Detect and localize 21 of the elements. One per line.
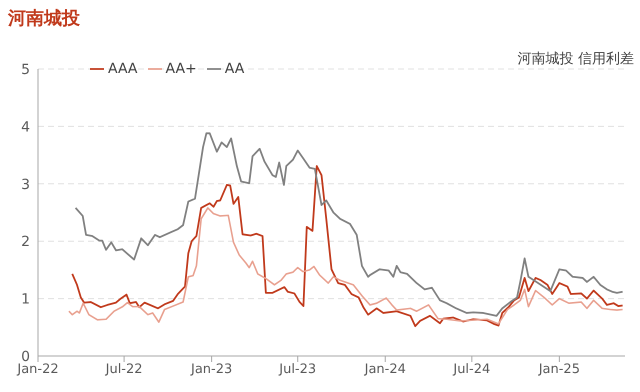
- x-tick-label: Jul-23: [278, 362, 316, 378]
- y-tick-label: 4: [21, 119, 30, 136]
- x-tick-label: Jan-25: [538, 362, 580, 378]
- legend-label: AA: [224, 61, 244, 77]
- line-series: [74, 132, 624, 317]
- x-tick-label: Jan-24: [364, 362, 406, 378]
- y-tick-label: 2: [21, 234, 30, 250]
- line-series: [68, 207, 624, 325]
- x-tick-label: Jul-22: [104, 362, 143, 378]
- text: 河南城投 信用利差: [518, 50, 634, 68]
- y-tick-label: 3: [21, 176, 30, 193]
- x-tick-label: Jul-24: [452, 362, 490, 378]
- legend-label: AA+: [166, 61, 197, 77]
- y-tick-label: 5: [21, 62, 30, 78]
- x-tick-label: Jan-22: [16, 362, 59, 378]
- y-tick-label: 0: [21, 348, 30, 365]
- y-tick-label: 1: [21, 292, 30, 308]
- chart-title: 河南城投: [8, 7, 80, 30]
- legend-label: AAA: [108, 61, 138, 77]
- line-series: [71, 165, 624, 328]
- x-tick-label: Jan-23: [190, 362, 232, 378]
